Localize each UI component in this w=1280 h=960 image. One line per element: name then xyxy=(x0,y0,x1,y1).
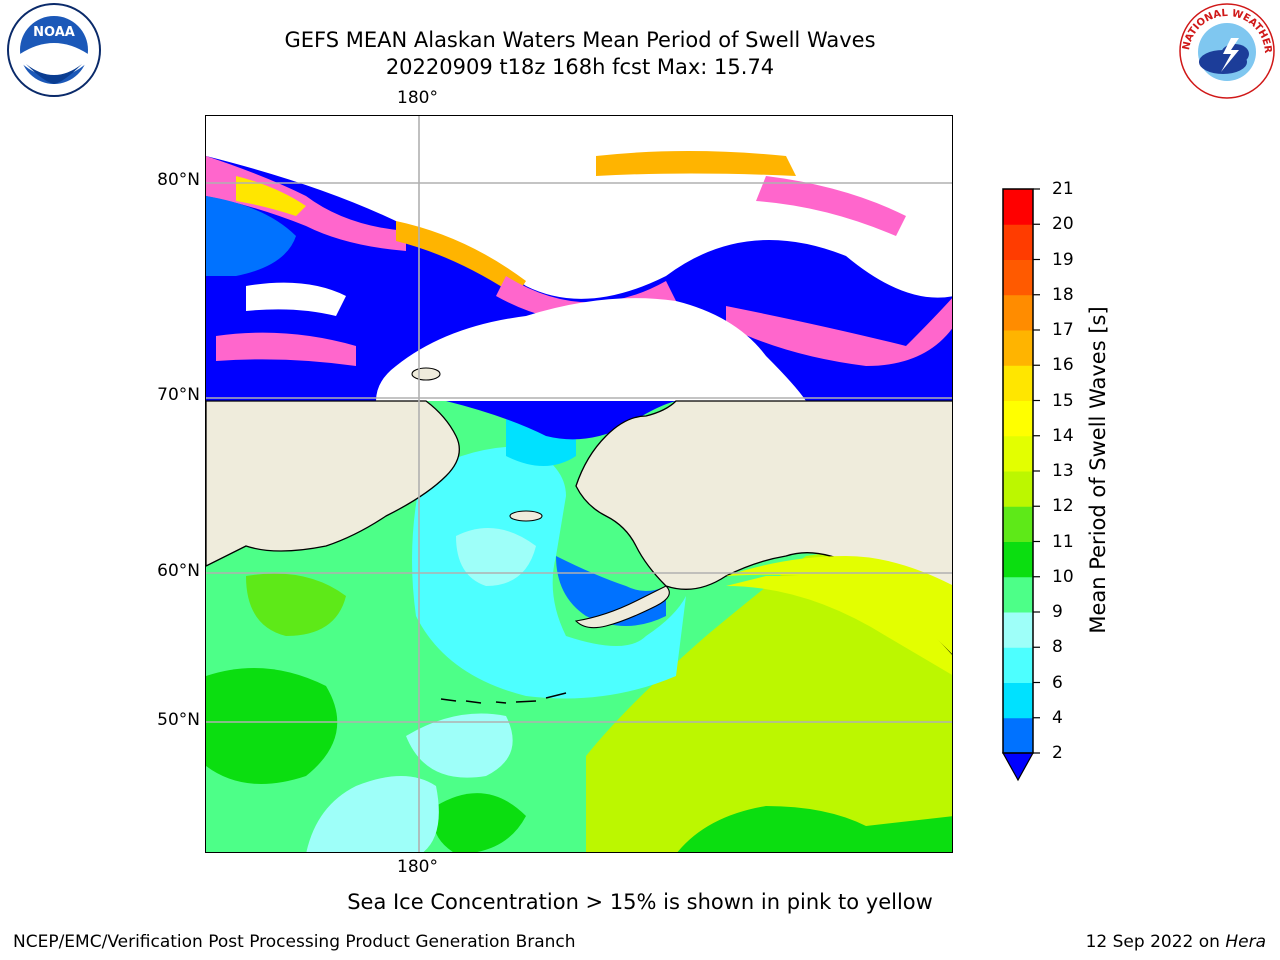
colorbar-tick-label: 18 xyxy=(1052,284,1074,305)
colorbar-tick-label: 19 xyxy=(1052,249,1074,270)
colorbar-bin xyxy=(1003,647,1033,683)
colorbar-bin xyxy=(1003,471,1033,507)
colorbar-tick-label: 8 xyxy=(1052,637,1063,658)
footer-credit: NCEP/EMC/Verification Post Processing Pr… xyxy=(13,932,576,952)
lat-label-80n: 80°N xyxy=(157,170,200,190)
footer-host: Hera xyxy=(1225,932,1266,952)
colorbar-bin xyxy=(1003,717,1033,754)
colorbar-bin xyxy=(1003,682,1033,719)
lat-label-70n: 70°N xyxy=(157,385,200,405)
map-canvas xyxy=(206,116,952,852)
lon-label-bottom: 180° xyxy=(397,857,438,877)
colorbar-tick-label: 4 xyxy=(1052,707,1063,728)
colorbar-tick-label: 16 xyxy=(1052,355,1074,376)
lon-label-top: 180° xyxy=(397,88,438,108)
colorbar-tick-label: 15 xyxy=(1052,390,1074,411)
colorbar-bin xyxy=(1003,435,1033,472)
colorbar-tick-label: 13 xyxy=(1052,461,1074,481)
map-subtitle: 20220909 t18z 168h fcst Max: 15.74 xyxy=(385,55,775,79)
colorbar-tick-label: 14 xyxy=(1052,425,1074,446)
colorbar-tick-label: 6 xyxy=(1052,672,1063,693)
colorbar-tick-label: 17 xyxy=(1052,320,1074,340)
footer-date: 12 Sep 2022 on Hera xyxy=(1086,932,1266,952)
noaa-logo-text: NOAA xyxy=(33,25,75,40)
colorbar-bin xyxy=(1003,189,1033,225)
colorbar xyxy=(1001,188,1040,782)
lat-label-50n: 50°N xyxy=(157,710,200,730)
colorbar-tick-label: 2 xyxy=(1052,743,1063,763)
colorbar-extend-triangle xyxy=(1001,752,1035,782)
nws-logo: NATIONAL WEATHER SERVICE xyxy=(1177,2,1275,99)
colorbar-bin xyxy=(1003,612,1033,648)
colorbar-bin xyxy=(1003,330,1033,366)
colorbar-tick-label: 20 xyxy=(1052,214,1074,235)
colorbar-bin xyxy=(1003,576,1033,613)
colorbar-bin xyxy=(1003,365,1033,401)
map-panel xyxy=(205,115,953,853)
colorbar-bin xyxy=(1003,224,1033,260)
colorbar-tick-label: 9 xyxy=(1052,602,1063,622)
colorbar-tick-label: 11 xyxy=(1052,531,1074,552)
colorbar-title: Mean Period of Swell Waves [s] xyxy=(1086,306,1110,634)
colorbar-bin xyxy=(1003,400,1033,437)
colorbar-bin xyxy=(1003,541,1033,578)
colorbar-bin xyxy=(1003,506,1033,542)
lat-label-60n: 60°N xyxy=(157,561,200,581)
colorbar-bin xyxy=(1003,294,1033,331)
colorbar-tick-label: 10 xyxy=(1052,566,1074,587)
map-title: GEFS MEAN Alaskan Waters Mean Period of … xyxy=(284,28,876,52)
sea-ice-note: Sea Ice Concentration > 15% is shown in … xyxy=(347,890,933,914)
footer-date-text: 12 Sep 2022 on xyxy=(1085,932,1226,952)
colorbar-tick-label: 21 xyxy=(1052,179,1074,199)
colorbar-tick-label: 12 xyxy=(1052,496,1074,517)
colorbar-bin xyxy=(1003,259,1033,296)
noaa-logo: NOAA xyxy=(7,3,101,97)
